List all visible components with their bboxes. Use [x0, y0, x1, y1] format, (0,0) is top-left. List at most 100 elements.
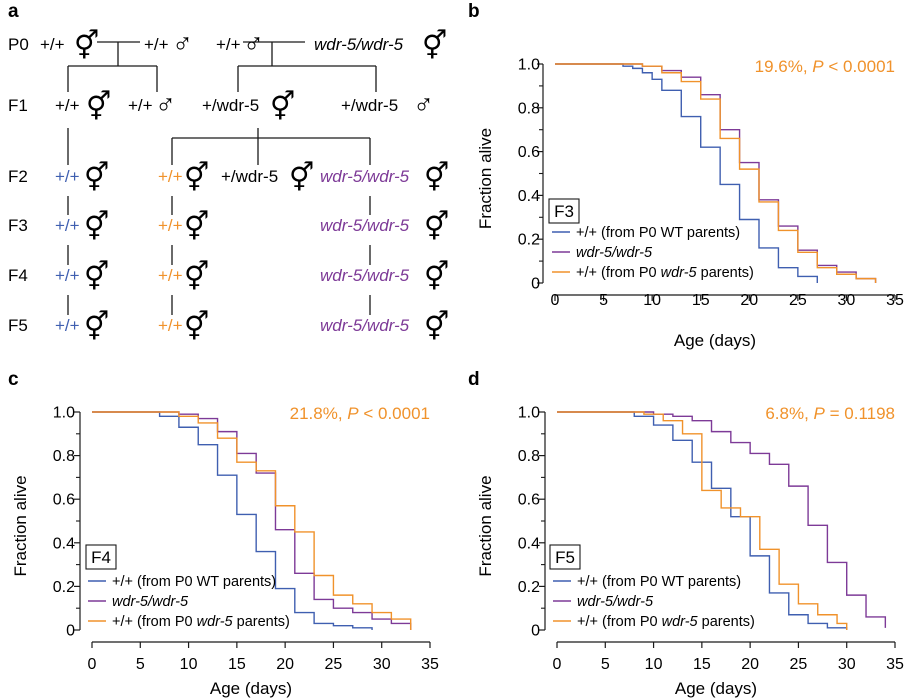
- y-tick-label: 0.4: [518, 535, 540, 552]
- y-tick-label: 0.2: [53, 579, 75, 596]
- legend-label-wtmut: +/+ (from P0 wdr-5 parents): [577, 614, 755, 630]
- male-icon: ♂: [172, 28, 193, 59]
- survival-chart-b: b 0 0.2 0.4 0.6 0.8 1.0 0 5 10 15 20 25 30 35 Age (days…: [468, 1, 904, 350]
- legend-label-wtmut-part2: wdr-5: [662, 614, 699, 630]
- y-tick-label: 0.6: [518, 144, 540, 161]
- y-tick-label: 0.8: [53, 448, 75, 465]
- p0-right-herm-genotype: wdr-5/wdr-5: [314, 35, 404, 54]
- f5-wt-genotype: +/+: [55, 316, 80, 335]
- series-line-wtmut: [557, 411, 848, 630]
- survival-chart-d: d 0 0.2 0.4 0.6 0.8 1.0 0 5 10 15 20 25 30 35 Age (days…: [468, 369, 904, 698]
- x-tick-label: 30: [838, 292, 856, 309]
- y-tick-label: 0.4: [53, 535, 75, 552]
- legend-label-mut: wdr-5/wdr-5: [112, 594, 189, 610]
- stat-annotation: 6.8%, P = 0.1198: [765, 404, 895, 423]
- hermaphrodite-icon: ⚥: [84, 310, 109, 342]
- f5-mut-genotype: wdr-5/wdr-5: [320, 316, 410, 335]
- generation-label-p0: P0: [8, 35, 29, 54]
- x-tick-label: 15: [692, 292, 710, 309]
- x-tick-label: 5: [601, 656, 610, 673]
- generation-label-f2: F2: [8, 167, 28, 186]
- stat-percent: 19.6%,: [755, 57, 813, 76]
- y-tick-label: 0.8: [518, 448, 540, 465]
- legend-label-wt: +/+ (from P0 WT parents): [576, 225, 740, 241]
- f1-right-male-genotype: +/wdr-5: [341, 96, 398, 115]
- x-tick-label: 35: [886, 656, 904, 673]
- x-tick-label: 5: [599, 292, 608, 309]
- x-axis-label: Age (days): [674, 331, 756, 350]
- x-tick-label: 0: [553, 656, 562, 673]
- pedigree-panel: a P0 F1 F2 F3 F4 F5: [8, 1, 449, 342]
- legend-label-mut: wdr-5/wdr-5: [576, 245, 653, 261]
- f2-wtmut-genotype: +/+: [158, 167, 183, 186]
- x-tick-label: 25: [789, 292, 807, 309]
- x-tick-label: 35: [421, 656, 439, 673]
- x-tick-label: 0: [551, 292, 560, 309]
- hermaphrodite-icon: ⚥: [184, 260, 209, 292]
- f2-het-genotype: +/wdr-5: [221, 167, 278, 186]
- y-tick-label: 0.2: [518, 232, 540, 249]
- legend-label-wtmut-part2: wdr-5: [197, 614, 234, 630]
- legend-label-wt: +/+ (from P0 WT parents): [577, 574, 741, 590]
- legend-label-wtmut-part1: +/+ (from P0: [112, 614, 197, 630]
- hermaphrodite-icon: ⚥: [424, 260, 449, 292]
- f3-mut-genotype: wdr-5/wdr-5: [320, 216, 410, 235]
- series-line-wtmut: [555, 63, 877, 283]
- legend-label-wtmut: +/+ (from P0 wdr-5 parents): [112, 614, 290, 630]
- generation-label-f5: F5: [8, 316, 28, 335]
- legend-label-wtmut-part3: parents): [697, 265, 754, 281]
- generation-box-label: F5: [555, 548, 575, 567]
- legend-label-wtmut-part3: parents): [698, 614, 755, 630]
- male-icon: ♂: [155, 89, 176, 120]
- stat-p-symbol: P: [347, 404, 359, 423]
- y-tick-label: 1.0: [518, 57, 540, 74]
- p0-right-male-genotype: +/+: [216, 35, 241, 54]
- f4-wt-genotype: +/+: [55, 266, 80, 285]
- panel-label-b: b: [468, 1, 480, 22]
- legend-label-wtmut-part2: wdr-5: [661, 265, 698, 281]
- stat-annotation: 21.8%, P < 0.0001: [290, 404, 430, 423]
- y-tick-label: 0.2: [518, 579, 540, 596]
- y-tick-label: 0.6: [518, 492, 540, 509]
- f1-right-herm-genotype: +/wdr-5: [202, 96, 259, 115]
- f3-wt-genotype: +/+: [55, 216, 80, 235]
- generation-box: [85, 544, 117, 570]
- stat-p-value: = 0.1198: [825, 404, 895, 423]
- series-line-wtmut: [92, 411, 412, 630]
- hermaphrodite-icon: ⚥: [86, 90, 111, 122]
- hermaphrodite-icon: ⚥: [270, 90, 295, 122]
- hermaphrodite-icon: ⚥: [184, 310, 209, 342]
- y-tick-label: 1.0: [53, 405, 75, 422]
- x-tick-label: 20: [276, 656, 294, 673]
- x-axis-label: Age (days): [675, 679, 757, 698]
- y-axis-label: Fraction alive: [476, 128, 495, 229]
- x-tick-label: 25: [325, 656, 343, 673]
- y-tick-label: 0.4: [518, 188, 540, 205]
- y-tick-label: 0: [531, 276, 540, 293]
- generation-box-label: F3: [554, 202, 574, 221]
- stat-annotation: 19.6%, P < 0.0001: [755, 57, 895, 76]
- x-tick-label: 20: [740, 292, 758, 309]
- hermaphrodite-icon: ⚥: [289, 161, 314, 193]
- x-tick-label: 10: [645, 656, 663, 673]
- generation-box: [549, 544, 581, 570]
- panel-label-c: c: [8, 369, 19, 390]
- x-tick-label: 15: [228, 656, 246, 673]
- x-tick-label: 0: [88, 656, 97, 673]
- male-icon: ♂: [413, 89, 434, 120]
- p0-left-herm-genotype: +/+: [40, 35, 65, 54]
- f1-left-male-genotype: +/+: [128, 96, 153, 115]
- legend-label-wtmut-part3: parents): [233, 614, 290, 630]
- x-tick-label: 30: [838, 656, 856, 673]
- hermaphrodite-icon: ⚥: [424, 310, 449, 342]
- x-tick-label: 25: [790, 656, 808, 673]
- stat-p-symbol: P: [812, 57, 824, 76]
- generation-label-f1: F1: [8, 96, 28, 115]
- f4-mut-genotype: wdr-5/wdr-5: [320, 266, 410, 285]
- generation-label-f3: F3: [8, 216, 28, 235]
- stat-p-symbol: P: [814, 404, 826, 423]
- legend-label-wtmut-part1: +/+ (from P0: [577, 614, 662, 630]
- x-tick-label: 20: [741, 656, 759, 673]
- stat-percent: 6.8%,: [765, 404, 813, 423]
- y-tick-label: 0: [531, 623, 540, 640]
